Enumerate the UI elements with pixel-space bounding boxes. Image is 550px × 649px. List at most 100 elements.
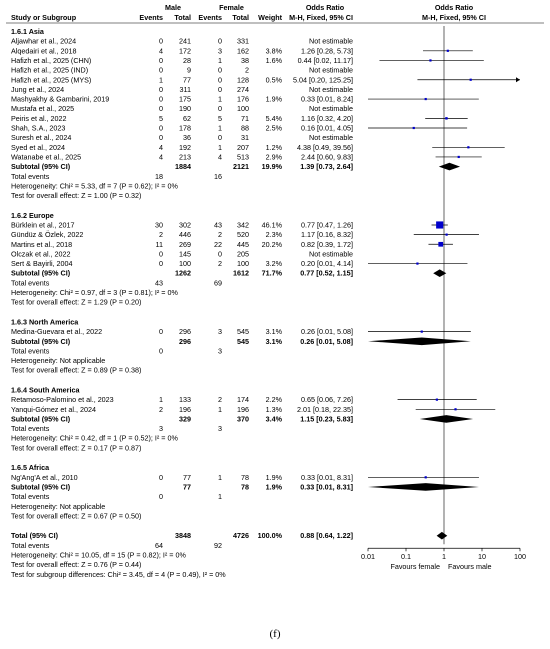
subgroup-1-study-3-events-female: 1 bbox=[218, 56, 222, 65]
subgroup-1-study-9-or-ci: 1.16 [0.32, 4.20] bbox=[301, 114, 353, 123]
header-total-female: Total bbox=[232, 13, 249, 22]
subgroup-1-subtotal-label: Subtotal (95% CI) bbox=[11, 162, 71, 171]
subgroup-4-study-2-total-female: 196 bbox=[237, 405, 249, 414]
subgroup-4-study-1-events-male: 1 bbox=[159, 395, 163, 404]
subgroup-1-study-5-weight: 0.5% bbox=[266, 75, 283, 84]
subgroup-5-subtotal-label: Subtotal (95% CI) bbox=[11, 482, 71, 491]
subgroup-1-study-8-name: Mustafa et al., 2025 bbox=[11, 104, 74, 113]
subgroup-4-events-label: Total events bbox=[11, 424, 50, 433]
subgroup-1-study-1-name: Aljawhar et al., 2024 bbox=[11, 37, 76, 46]
subgroup-1-study-12-or-ci: 4.38 [0.49, 39.56] bbox=[297, 143, 353, 152]
subgroup-1-study-7-name: Mashyakhy & Gambarini, 2019 bbox=[11, 95, 109, 104]
subgroup-4-events-male: 3 bbox=[159, 424, 163, 433]
favours-left-label: Favours female bbox=[390, 562, 440, 571]
subgroup-2-subtotal-weight: 71.7% bbox=[262, 269, 283, 278]
subgroup-2-study-5-square bbox=[416, 262, 419, 265]
subgroup-1-study-1-events-male: 0 bbox=[159, 37, 163, 46]
subgroup-1-study-4-or-ci: Not estimable bbox=[309, 66, 353, 75]
subgroup-1-study-4-total-female: 2 bbox=[245, 66, 249, 75]
subgroup-4-study-2-weight: 1.3% bbox=[266, 405, 283, 414]
subgroup-2-overall-effect: Test for overall effect: Z = 1.29 (P = 0… bbox=[11, 298, 141, 307]
x-tick-label-1: 0.01 bbox=[361, 552, 375, 561]
subgroup-3-subtotal-diamond bbox=[368, 337, 471, 346]
subgroup-3-study-1-square bbox=[420, 330, 423, 333]
subgroup-3-study-1-events-female: 3 bbox=[218, 327, 222, 336]
subgroup-2-study-5-events-male: 0 bbox=[159, 259, 163, 268]
subgroup-4-subtotal-label: Subtotal (95% CI) bbox=[11, 414, 71, 423]
subgroup-1-study-2-events-male: 4 bbox=[159, 46, 163, 55]
subgroup-4-study-2-name: Yanqui-Gómez et al., 2024 bbox=[11, 405, 96, 414]
header-or-plot: Odds Ratio bbox=[435, 3, 474, 12]
subgroup-1-study-7-total-male: 175 bbox=[179, 95, 191, 104]
subgroup-1-heterogeneity: Heterogeneity: Chi² = 5.33, df = 7 (P = … bbox=[11, 181, 178, 190]
subgroup-5-subtotal-or-ci: 0.33 [0.01, 8.31] bbox=[300, 482, 353, 491]
subgroup-1-study-5-name: Hafizh et al., 2025 (MYS) bbox=[11, 75, 91, 84]
subgroup-2-events-male: 43 bbox=[155, 278, 163, 287]
header-weight: Weight bbox=[258, 13, 282, 22]
subgroup-1-study-10-total-male: 178 bbox=[179, 124, 191, 133]
subgroup-1-study-10-weight: 2.5% bbox=[266, 124, 283, 133]
subgroup-1-study-12-events-female: 1 bbox=[218, 143, 222, 152]
x-tick-label-5: 100 bbox=[514, 552, 526, 561]
subgroup-2-title: 1.6.2 Europe bbox=[11, 211, 54, 220]
subgroup-2-study-2-total-female: 520 bbox=[237, 230, 249, 239]
total-events-label: Total events bbox=[11, 541, 50, 550]
subgroup-2-study-3-square bbox=[438, 241, 444, 247]
subgroup-4-events-female: 3 bbox=[218, 424, 222, 433]
subgroup-1-study-3-or-ci: 0.44 [0.02, 11.17] bbox=[298, 56, 353, 65]
subgroup-1-study-3-events-male: 0 bbox=[159, 56, 163, 65]
subgroup-1-study-11-total-female: 31 bbox=[241, 133, 249, 142]
subgroup-2-study-1-events-male: 30 bbox=[155, 220, 163, 229]
subgroup-2-subtotal-label: Subtotal (95% CI) bbox=[11, 269, 71, 278]
subgroup-5-study-1-events-male: 0 bbox=[159, 473, 163, 482]
subgroup-4-heterogeneity: Heterogeneity: Chi² = 0.42, df = 1 (P = … bbox=[11, 434, 178, 443]
subgroup-1-study-3-square bbox=[429, 59, 432, 62]
total-heterogeneity: Heterogeneity: Chi² = 10.05, df = 15 (P … bbox=[11, 551, 186, 560]
subgroup-1-study-11-events-female: 0 bbox=[218, 133, 222, 142]
subgroup-2-study-2-square bbox=[445, 233, 448, 236]
subgroup-4-study-1-total-male: 133 bbox=[179, 395, 191, 404]
subgroup-1-study-8-events-male: 0 bbox=[159, 104, 163, 113]
x-tick-label-2: 0.1 bbox=[401, 552, 411, 561]
subgroup-1-study-13-weight: 2.9% bbox=[266, 152, 283, 161]
subgroup-3-subtotal-total-male: 296 bbox=[179, 337, 191, 346]
subgroup-4-subtotal-weight: 3.4% bbox=[266, 414, 283, 423]
subgroup-1-study-7-or-ci: 0.33 [0.01, 8.24] bbox=[301, 95, 353, 104]
subgroup-2-subtotal-or-ci: 0.77 [0.52, 1.15] bbox=[300, 269, 353, 278]
subgroup-3-subtotal-weight: 3.1% bbox=[266, 337, 283, 346]
subgroup-1-study-8-total-male: 190 bbox=[179, 104, 191, 113]
subgroup-1-study-2-name: Alqedairi et al., 2018 bbox=[11, 46, 77, 55]
subgroup-1-study-6-total-male: 311 bbox=[180, 85, 191, 94]
total-diamond bbox=[436, 531, 448, 540]
subgroup-1-study-13-name: Watanabe et al., 2025 bbox=[11, 152, 81, 161]
subgroup-1-study-12-name: Syed et al., 2024 bbox=[11, 143, 65, 152]
header-group1: Male bbox=[165, 3, 181, 12]
x-tick-label-4: 10 bbox=[478, 552, 486, 561]
subgroup-4-overall-effect: Test for overall effect: Z = 0.17 (P = 0… bbox=[11, 443, 141, 452]
subgroup-1-study-1-total-male: 241 bbox=[179, 37, 191, 46]
subgroup-1-study-4-total-male: 9 bbox=[187, 66, 191, 75]
subgroup-1-study-9-events-female: 5 bbox=[218, 114, 222, 123]
subgroup-3-subtotal-label: Subtotal (95% CI) bbox=[11, 337, 71, 346]
subgroup-1-study-10-total-female: 88 bbox=[241, 124, 249, 133]
subgroup-1-study-6-events-female: 0 bbox=[218, 85, 222, 94]
subgroup-1-study-11-name: Suresh et al., 2024 bbox=[11, 133, 71, 142]
subgroup-2-study-2-or-ci: 1.17 [0.16, 8.32] bbox=[301, 230, 353, 239]
subgroup-1-study-13-total-female: 513 bbox=[237, 152, 249, 161]
x-tick-label-3: 1 bbox=[442, 552, 446, 561]
subgroup-1-study-7-square bbox=[424, 97, 427, 101]
subgroup-3-events-female: 3 bbox=[218, 346, 222, 355]
subgroup-2-study-1-weight: 46.1% bbox=[262, 220, 283, 229]
subgroup-5-study-1-square bbox=[424, 476, 427, 479]
subgroup-1-study-5-ci-arrow-right bbox=[516, 77, 520, 83]
subgroup-2-study-4-total-female: 205 bbox=[237, 249, 249, 258]
subgroup-2-study-2-events-female: 2 bbox=[218, 230, 222, 239]
subgroup-5-subtotal-total-female: 78 bbox=[241, 482, 249, 491]
subgroup-1-events-label: Total events bbox=[11, 172, 50, 181]
subgroup-2-study-3-total-female: 445 bbox=[237, 240, 249, 249]
subgroup-4-subtotal-total-female: 370 bbox=[237, 414, 249, 423]
subgroup-3-study-1-or-ci: 0.26 [0.01, 5.08] bbox=[301, 327, 353, 336]
header-total-male: Total bbox=[174, 13, 191, 22]
subgroup-5-events-female: 1 bbox=[218, 492, 222, 501]
subgroup-2-study-1-name: Bürklein et al., 2017 bbox=[11, 220, 75, 229]
